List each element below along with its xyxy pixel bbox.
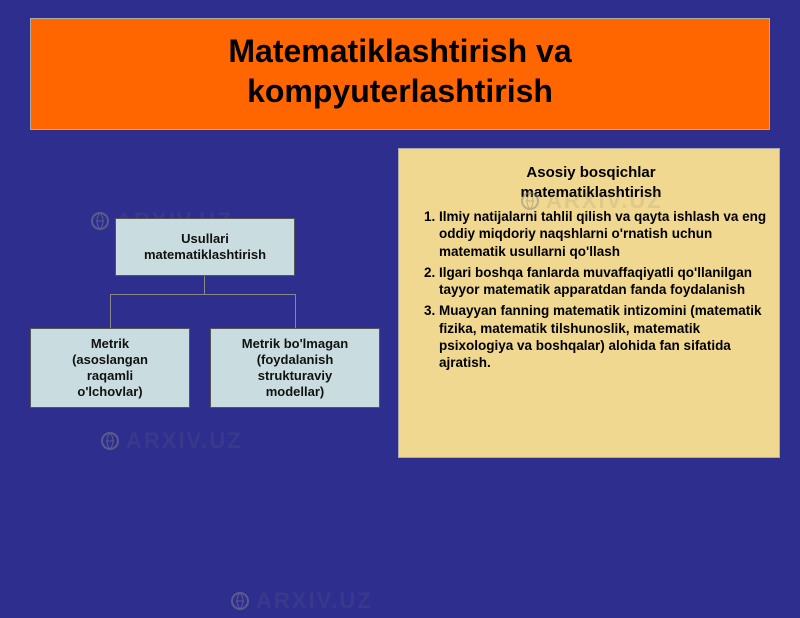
title-banner: Matematiklashtirish va kompyuterlashtiri… xyxy=(30,18,770,130)
connector xyxy=(295,294,296,328)
right-label-2: (foydalanish xyxy=(257,352,334,368)
stages-panel: Asosiy bosqichlar matematiklashtirish Il… xyxy=(398,148,780,458)
list-item: Ilgari boshqa fanlarda muvaffaqiyatli qo… xyxy=(439,264,769,299)
left-label-1: Metrik xyxy=(91,336,129,352)
diagram-root-box: Usullari matematiklashtirish xyxy=(115,218,295,276)
root-label-1: Usullari xyxy=(181,231,229,247)
connector xyxy=(204,276,205,294)
left-label-3: raqamli xyxy=(87,368,133,384)
hierarchy-diagram: Usullari matematiklashtirish Metrik (aso… xyxy=(20,208,390,458)
heading-line2: matematiklashtirish xyxy=(521,184,662,201)
left-label-4: o'lchovlar) xyxy=(77,384,142,400)
diagram-panel: Usullari matematiklashtirish Metrik (aso… xyxy=(20,148,390,458)
watermark-text: ARXIV.UZ xyxy=(256,588,373,614)
title-line2: kompyuterlashtirish xyxy=(247,73,553,109)
connector xyxy=(110,294,111,328)
list-item: Muayyan fanning matematik intizomini (ma… xyxy=(439,302,769,371)
left-label-2: (asoslangan xyxy=(72,352,148,368)
right-label-3: strukturaviy xyxy=(258,368,332,384)
connector xyxy=(110,294,295,295)
list-item: Ilmiy natijalarni tahlil qilish va qayta… xyxy=(439,208,769,260)
right-label-1: Metrik bo'lmagan xyxy=(242,336,348,352)
right-label-4: modellar) xyxy=(266,384,325,400)
watermark: ARXIV.UZ xyxy=(230,588,373,614)
content-area: Usullari matematiklashtirish Metrik (aso… xyxy=(0,130,800,458)
root-label-2: matematiklashtirish xyxy=(144,247,266,263)
stages-list: Ilmiy natijalarni tahlil qilish va qayta… xyxy=(413,208,769,371)
stages-heading: Asosiy bosqichlar matematiklashtirish xyxy=(413,163,769,202)
title-line1: Matematiklashtirish va xyxy=(228,33,571,69)
diagram-left-box: Metrik (asoslangan raqamli o'lchovlar) xyxy=(30,328,190,408)
page-title: Matematiklashtirish va kompyuterlashtiri… xyxy=(31,31,769,111)
heading-line1: Asosiy bosqichlar xyxy=(526,164,655,181)
diagram-right-box: Metrik bo'lmagan (foydalanish strukturav… xyxy=(210,328,380,408)
